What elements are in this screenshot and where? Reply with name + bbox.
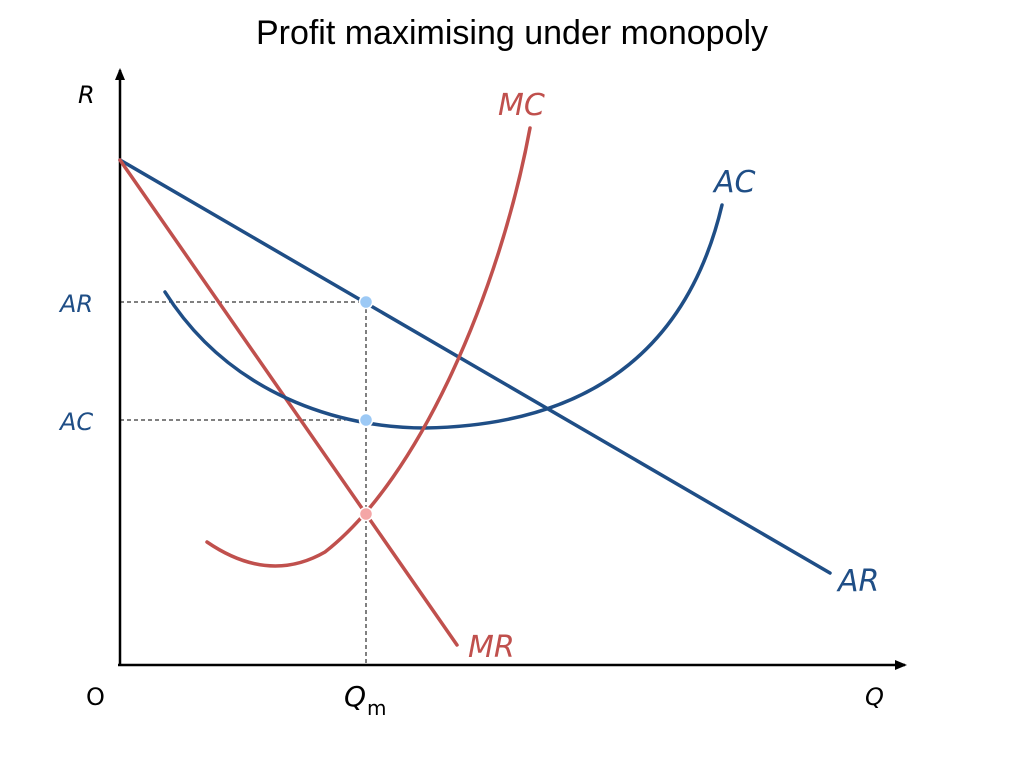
qm-subscript: m <box>367 696 386 720</box>
mc-curve <box>205 126 532 568</box>
ar-level-label: AR <box>58 290 93 318</box>
ac-curve <box>163 203 724 430</box>
ac-curve-label: AC <box>712 165 756 200</box>
diagram-title: Profit maximising under monopoly <box>255 14 769 52</box>
ar-point <box>358 294 374 310</box>
ac-level-label: AC <box>58 408 93 436</box>
y-axis-label: R <box>78 81 95 109</box>
ar-curve-label: AR <box>836 564 879 599</box>
origin-label: O <box>86 683 105 711</box>
mc-mr-intersection-point <box>358 506 374 522</box>
mr-label: MR <box>468 630 515 665</box>
ac-point <box>358 412 374 428</box>
mr-curve <box>118 158 459 647</box>
qm-label: Q <box>344 680 366 713</box>
ar-curve <box>118 158 832 575</box>
x-axis-label: Q <box>865 683 884 711</box>
mc-label: MC <box>498 88 545 123</box>
